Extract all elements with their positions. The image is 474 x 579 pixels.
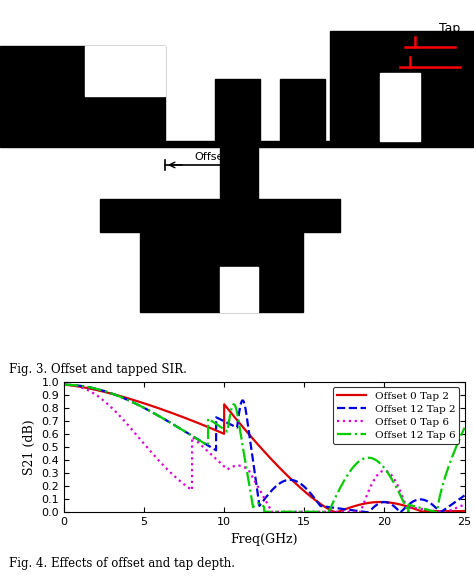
Offset 0 Tap 2 — [232, 414, 238, 421]
Offset 0 Tap 6 — [107, 402, 113, 409]
Offset 12 Tap 6 — [61, 382, 67, 389]
Offset 0 Tap 2 — [131, 397, 137, 404]
Offset 0 Tap 2 — [334, 509, 339, 516]
Bar — [380, 73, 420, 141]
Offset 0 Tap 2 — [61, 382, 67, 389]
Offset 12 Tap 6 — [107, 389, 113, 396]
Offset 12 Tap 6 — [131, 399, 137, 406]
Offset 12 Tap 2 — [107, 389, 113, 396]
Text: Fig. 4. Effects of offset and tap depth.: Fig. 4. Effects of offset and tap depth. — [9, 558, 236, 570]
Offset 12 Tap 2 — [454, 497, 460, 504]
Line: Offset 12 Tap 6: Offset 12 Tap 6 — [64, 385, 465, 512]
Line: Offset 0 Tap 6: Offset 0 Tap 6 — [64, 385, 465, 512]
Text: Fig. 3. Offset and tapped SIR.: Fig. 3. Offset and tapped SIR. — [9, 364, 187, 376]
Offset 0 Tap 2 — [215, 427, 220, 434]
Bar — [215, 79, 260, 141]
Offset 0 Tap 6 — [215, 457, 220, 464]
Offset 0 Tap 2 — [411, 505, 417, 512]
Offset 0 Tap 6 — [410, 504, 416, 511]
Line: Offset 0 Tap 2: Offset 0 Tap 2 — [64, 385, 465, 512]
Bar — [140, 232, 303, 312]
Offset 12 Tap 6 — [326, 509, 331, 516]
Offset 12 Tap 2 — [61, 382, 67, 389]
Offset 0 Tap 6 — [232, 463, 238, 470]
Text: Tap: Tap — [439, 22, 461, 35]
Offset 12 Tap 2 — [410, 498, 416, 505]
Offset 12 Tap 6 — [454, 442, 460, 449]
Bar — [0, 46, 165, 141]
Y-axis label: S21 (dB): S21 (dB) — [23, 419, 36, 475]
Offset 0 Tap 6 — [442, 509, 448, 516]
Offset 12 Tap 2 — [462, 492, 467, 499]
Offset 12 Tap 2 — [215, 415, 220, 422]
Offset 12 Tap 6 — [462, 424, 467, 431]
Offset 12 Tap 2 — [438, 509, 443, 516]
Offset 12 Tap 6 — [232, 402, 238, 409]
Bar — [220, 147, 258, 232]
Line: Offset 12 Tap 2: Offset 12 Tap 2 — [64, 385, 465, 512]
Offset 0 Tap 2 — [462, 508, 467, 515]
Offset 12 Tap 6 — [411, 503, 417, 510]
Offset 0 Tap 6 — [131, 428, 137, 435]
X-axis label: Freq(GHz): Freq(GHz) — [230, 533, 298, 546]
Offset 0 Tap 6 — [462, 501, 467, 508]
Legend: Offset 0 Tap 2, Offset 12 Tap 2, Offset 0 Tap 6, Offset 12 Tap 6: Offset 0 Tap 2, Offset 12 Tap 2, Offset … — [333, 387, 459, 444]
Bar — [0, 141, 474, 147]
Offset 0 Tap 2 — [107, 390, 113, 397]
Offset 0 Tap 6 — [454, 504, 460, 511]
Offset 0 Tap 6 — [61, 382, 67, 389]
Bar — [330, 31, 474, 141]
Text: Offset: Offset — [194, 152, 228, 162]
Bar — [280, 79, 325, 141]
Offset 12 Tap 6 — [215, 422, 220, 428]
Offset 12 Tap 2 — [131, 399, 137, 406]
Offset 12 Tap 2 — [232, 423, 238, 430]
Bar — [85, 46, 165, 96]
Bar — [220, 267, 258, 312]
Bar — [100, 199, 340, 232]
Offset 0 Tap 2 — [454, 508, 460, 515]
